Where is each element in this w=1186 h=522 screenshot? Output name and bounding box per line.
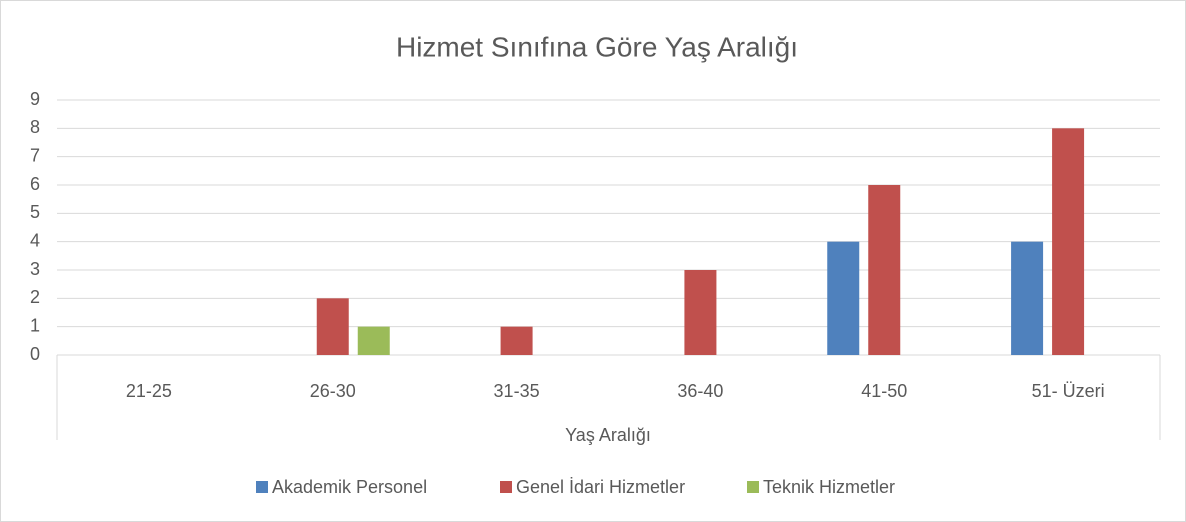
y-tick-label: 3 <box>30 259 40 279</box>
x-tick-label: 31-35 <box>494 381 540 401</box>
chart-title: Hizmet Sınıfına Göre Yaş Aralığı <box>396 31 798 62</box>
legend-label: Teknik Hizmetler <box>763 477 895 497</box>
y-tick-label: 9 <box>30 89 40 109</box>
legend-label: Genel İdari Hizmetler <box>516 477 685 497</box>
y-tick-label: 1 <box>30 315 40 335</box>
bar <box>868 185 901 355</box>
legend-swatch <box>500 481 512 493</box>
bar <box>500 326 533 355</box>
legend-label: Akademik Personel <box>272 477 427 497</box>
legend-swatch <box>747 481 759 493</box>
y-tick-label: 7 <box>30 145 40 165</box>
bar <box>1011 241 1044 355</box>
x-tick-label: 21-25 <box>126 381 172 401</box>
y-tick-label: 6 <box>30 174 40 194</box>
x-tick-label: 41-50 <box>861 381 907 401</box>
x-axis-title: Yaş Aralığı <box>565 425 651 445</box>
bar <box>1052 128 1085 355</box>
y-tick-label: 0 <box>30 344 40 364</box>
legend-swatch <box>256 481 268 493</box>
bar <box>684 270 717 355</box>
y-tick-label: 2 <box>30 287 40 307</box>
bar <box>357 326 390 355</box>
y-tick-label: 8 <box>30 117 40 137</box>
bar <box>316 298 349 355</box>
x-tick-label: 36-40 <box>677 381 723 401</box>
bar <box>827 241 860 355</box>
y-tick-label: 4 <box>30 230 40 250</box>
y-tick-label: 5 <box>30 202 40 222</box>
x-tick-label: 26-30 <box>310 381 356 401</box>
x-tick-label: 51- Üzeri <box>1032 381 1105 401</box>
